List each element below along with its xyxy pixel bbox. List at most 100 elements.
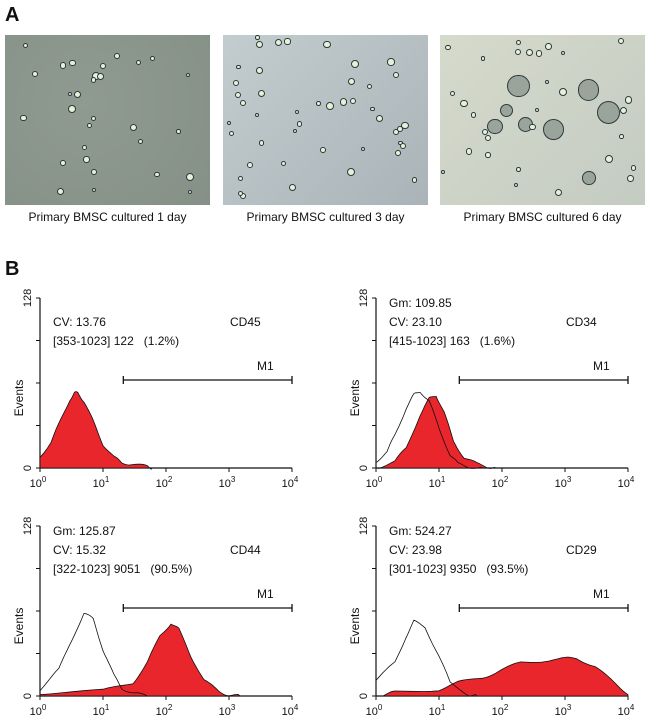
cell xyxy=(176,129,181,134)
cell xyxy=(288,183,296,191)
y-tick-label: 0 xyxy=(22,465,34,471)
cell xyxy=(578,79,600,101)
x-tick-label: 100 xyxy=(366,703,383,718)
cell xyxy=(91,187,97,193)
cell xyxy=(596,100,620,125)
gate-label: M1 xyxy=(593,359,610,373)
cell xyxy=(513,182,519,188)
cell xyxy=(627,174,635,182)
cell xyxy=(90,77,97,84)
x-tick-exponent: 3 xyxy=(567,703,572,712)
cell xyxy=(91,116,97,121)
cell xyxy=(630,165,636,171)
cell xyxy=(401,122,409,130)
cell xyxy=(387,58,395,66)
cell xyxy=(185,73,190,78)
cell xyxy=(255,35,260,40)
cell xyxy=(247,161,254,168)
cell xyxy=(445,44,451,50)
control-histogram-line xyxy=(375,391,484,469)
cell xyxy=(558,88,567,97)
cell xyxy=(411,176,418,183)
cell xyxy=(96,72,105,81)
cell xyxy=(274,38,283,47)
x-tick-exponent: 4 xyxy=(630,703,635,712)
y-tick-label: 128 xyxy=(358,289,370,307)
cell xyxy=(238,175,244,182)
cell xyxy=(136,60,141,66)
cell xyxy=(440,169,446,175)
sample-histogram-area xyxy=(382,656,629,697)
cell xyxy=(507,74,530,98)
cell xyxy=(114,53,121,60)
x-tick-label: 101 xyxy=(93,703,110,718)
y-tick-label: 128 xyxy=(22,517,34,535)
stat-text: [415-1023] 163 (1.6%) xyxy=(389,334,515,348)
cell xyxy=(325,102,334,111)
cell xyxy=(240,193,247,200)
x-tick-label: 104 xyxy=(618,703,635,718)
y-axis-label: Events xyxy=(12,608,26,645)
cell xyxy=(69,59,76,66)
cell xyxy=(284,38,291,45)
cell xyxy=(129,123,137,131)
cell xyxy=(535,49,543,57)
cell xyxy=(31,70,39,78)
sample-histogram-area xyxy=(39,623,242,697)
y-tick-label: 0 xyxy=(22,693,34,699)
cell xyxy=(137,138,144,145)
cell xyxy=(154,172,160,178)
x-tick-label: 102 xyxy=(156,703,173,718)
cell xyxy=(233,79,240,86)
cell xyxy=(100,63,107,70)
caption-day-1: Primary BMSC cultured 1 day xyxy=(28,210,187,224)
cell xyxy=(235,91,242,98)
cell xyxy=(526,48,534,57)
stat-text: CV: 23.98 xyxy=(389,543,442,557)
x-tick-label: 100 xyxy=(30,703,47,718)
cell xyxy=(188,190,193,195)
stat-text: CV: 15.32 xyxy=(53,543,106,557)
cell xyxy=(255,40,264,49)
cell xyxy=(86,123,92,128)
micrograph-day-3 xyxy=(223,35,428,205)
caption-day-6: Primary BMSC cultured 6 day xyxy=(463,210,622,224)
x-tick-exponent: 3 xyxy=(231,703,236,712)
cell xyxy=(347,77,355,85)
panel-b-label: B xyxy=(5,258,20,280)
cell xyxy=(258,140,265,146)
cell xyxy=(149,56,155,62)
x-tick-label: 101 xyxy=(429,475,446,490)
cell xyxy=(255,67,263,74)
x-tick-label: 102 xyxy=(492,703,509,718)
cell xyxy=(605,155,614,164)
cell xyxy=(465,148,473,155)
x-tick-label: 103 xyxy=(555,475,572,490)
cell xyxy=(618,38,625,45)
cell xyxy=(22,42,29,49)
cell xyxy=(81,144,87,150)
cell xyxy=(228,131,234,137)
marker-label: CD29 xyxy=(566,543,597,557)
cell xyxy=(83,156,90,163)
cell xyxy=(60,160,67,166)
cell xyxy=(542,119,564,141)
cell xyxy=(528,123,536,131)
x-tick-label: 104 xyxy=(282,475,299,490)
cell xyxy=(619,134,625,139)
cell xyxy=(68,105,77,113)
x-tick-label: 101 xyxy=(93,475,110,490)
cell xyxy=(351,59,360,68)
marker-label: CD34 xyxy=(566,315,597,329)
cell xyxy=(346,167,355,176)
x-tick-exponent: 2 xyxy=(504,475,509,484)
stat-text: [301-1023] 9350 (93.5%) xyxy=(389,562,528,576)
stat-text: [353-1023] 122 (1.2%) xyxy=(53,334,179,348)
cell xyxy=(545,43,552,50)
stat-text: Gm: 125.87 xyxy=(53,524,116,538)
x-tick-exponent: 2 xyxy=(168,703,173,712)
x-tick-exponent: 3 xyxy=(231,475,236,484)
